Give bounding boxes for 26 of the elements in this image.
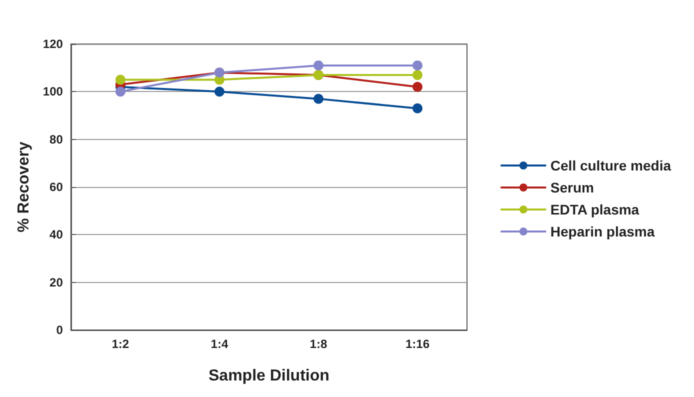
legend-label: Serum bbox=[550, 180, 594, 196]
y-axis-title: % Recovery bbox=[16, 142, 32, 232]
x-tick-label: 1:2 bbox=[112, 337, 130, 351]
y-tick-label: 40 bbox=[50, 228, 64, 242]
y-tick-label: 0 bbox=[56, 323, 64, 337]
point bbox=[412, 82, 422, 92]
point bbox=[412, 70, 422, 80]
legend-label: EDTA plasma bbox=[550, 202, 640, 218]
point bbox=[313, 60, 324, 70]
point bbox=[412, 103, 422, 114]
point bbox=[115, 74, 126, 85]
y-tick-label: 20 bbox=[50, 275, 64, 290]
point bbox=[115, 86, 126, 97]
x-tick-label: 1:16 bbox=[405, 337, 430, 351]
y-tick-label: 60 bbox=[50, 180, 64, 194]
point bbox=[412, 60, 422, 70]
x-tick-label: 1:8 bbox=[310, 337, 328, 351]
x-tick-label: 1:4 bbox=[210, 337, 228, 351]
y-tick-label: 120 bbox=[42, 37, 64, 51]
x-axis-title: Sample Dilution bbox=[208, 368, 330, 384]
point bbox=[214, 86, 224, 97]
point bbox=[313, 94, 324, 104]
y-tick-label: 80 bbox=[50, 132, 64, 146]
y-tick-label: 100 bbox=[42, 84, 64, 99]
legend-label: Cell culture media bbox=[550, 158, 672, 174]
legend-label: Heparin plasma bbox=[550, 224, 655, 240]
